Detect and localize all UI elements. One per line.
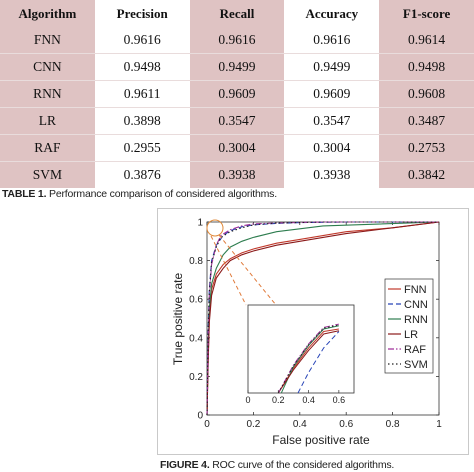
y-axis-label: True positive rate — [171, 273, 185, 366]
cell-f1-score: 0.9498 — [379, 53, 474, 81]
inset-series-line-raf — [277, 323, 340, 394]
y-tick-label: 0.2 — [189, 372, 203, 383]
legend-label-lr: LR — [404, 329, 418, 341]
header-precision: Precision — [94, 0, 190, 27]
table-caption: TABLE 1. Performance comparison of consi… — [2, 188, 277, 200]
y-tick-label: 0.8 — [189, 256, 203, 267]
cell-recall: 0.9609 — [189, 80, 285, 108]
series-line-rnn — [206, 221, 440, 416]
table-header-row: Algorithm Precision Recall Accuracy F1-s… — [0, 0, 474, 27]
zoom-connector — [218, 234, 277, 306]
cell-f1-score: 0.2753 — [379, 134, 474, 162]
table-row: RNN 0.9611 0.9609 0.9609 0.9608 — [0, 80, 474, 108]
figure-caption-text: ROC curve of the considered algorithms. — [212, 459, 395, 471]
table-caption-label: TABLE 1. — [2, 188, 47, 200]
x-tick-label: 0.6 — [339, 419, 353, 430]
table-row: FNN 0.9616 0.9616 0.9616 0.9614 — [0, 27, 474, 54]
x-tick-label: 1 — [436, 419, 442, 430]
x-tick-label: 0.8 — [386, 419, 400, 430]
zoom-inset: 0 0.2 0.4 0.6 — [245, 304, 355, 405]
legend-box — [384, 278, 434, 374]
legend-label-raf: RAF — [404, 344, 426, 356]
legend-label-cnn: CNN — [404, 299, 428, 311]
figure-frame: 0 0.2 0.4 0.6 0.8 1 0 0.2 0.4 0.6 0.8 1 0 0.2 0.4 0.6 … — [157, 208, 469, 455]
inset-series-line-svm — [277, 324, 340, 394]
performance-table: Algorithm Precision Recall Accuracy F1-s… — [0, 0, 474, 188]
cell-accuracy: 0.9616 — [284, 27, 380, 54]
y-tick-label: 0 — [197, 411, 203, 422]
header-accuracy: Accuracy — [284, 0, 380, 27]
table-caption-text: Performance comparison of considered alg… — [49, 188, 277, 200]
x-tick-label: 0 — [204, 419, 210, 430]
roc-chart: 0 0.2 0.4 0.6 0.8 100.20.40.60.81 0 0.2 0.4 0.6 … — [171, 218, 442, 448]
header-algorithm: Algorithm — [0, 0, 95, 27]
table-row: LR 0.3898 0.3547 0.3547 0.3487 — [0, 107, 474, 135]
cell-recall: 0.9499 — [189, 53, 285, 81]
header-f1-score: F1-score — [379, 0, 474, 27]
legend-label-fnn: FNN — [404, 284, 427, 296]
inset-x-tick-label: 0.6 — [333, 395, 346, 405]
series-line-svm — [206, 221, 439, 416]
figure-caption: FIGURE 4. ROC curve of the considered al… — [160, 459, 394, 471]
cell-algorithm: LR — [0, 107, 95, 135]
cell-precision: 0.3898 — [94, 107, 190, 135]
y-tick-label: 0.4 — [189, 333, 203, 344]
cell-accuracy: 0.3004 — [284, 134, 380, 162]
zoom-circle — [206, 219, 224, 237]
cell-accuracy: 0.3547 — [284, 107, 380, 135]
cell-accuracy: 0.9499 — [284, 53, 380, 81]
cell-algorithm: CNN — [0, 53, 95, 81]
inset-series-line-cnn — [297, 331, 340, 394]
cell-recall: 0.3004 — [189, 134, 285, 162]
cell-precision: 0.9498 — [94, 53, 190, 81]
cell-accuracy: 0.9609 — [284, 80, 380, 108]
cell-f1-score: 0.9614 — [379, 27, 474, 54]
inset-x-tick-label: 0.2 — [272, 395, 285, 405]
cell-f1-score: 0.3487 — [379, 107, 474, 135]
x-tick-label: 0.4 — [293, 419, 307, 430]
legend-label-rnn: RNN — [404, 314, 428, 326]
cell-algorithm: FNN — [0, 27, 95, 54]
table-row: RAF 0.2955 0.3004 0.3004 0.2753 — [0, 134, 474, 162]
x-axis-label: False positive rate — [272, 433, 370, 447]
legend-label-svm: SVM — [404, 359, 428, 371]
cell-recall: 0.3938 — [189, 161, 285, 188]
inset-x-tick-label: 0.4 — [302, 395, 315, 405]
series-line-lr — [206, 221, 440, 416]
header-recall: Recall — [189, 0, 285, 27]
inset-frame — [247, 304, 355, 394]
cell-recall: 0.3547 — [189, 107, 285, 135]
y-tick-label: 1 — [197, 218, 203, 229]
cell-algorithm: RNN — [0, 80, 95, 108]
cell-f1-score: 0.3842 — [379, 161, 474, 188]
x-tick-label: 0.2 — [246, 419, 260, 430]
cell-accuracy: 0.3938 — [284, 161, 380, 188]
table-row: CNN 0.9498 0.9499 0.9499 0.9498 — [0, 53, 474, 81]
cell-precision: 0.9616 — [94, 27, 190, 54]
zoom-connector — [210, 235, 247, 306]
y-tick-label: 0.6 — [189, 295, 203, 306]
cell-recall: 0.9616 — [189, 27, 285, 54]
inset-series-line-lr — [277, 330, 340, 394]
inset-x-tick-label: 0 — [245, 395, 250, 405]
cell-precision: 0.9611 — [94, 80, 190, 108]
cell-precision: 0.2955 — [94, 134, 190, 162]
chart-legend: FNN CNN RNN LR RAF SVM — [384, 278, 434, 374]
cell-f1-score: 0.9608 — [379, 80, 474, 108]
cell-algorithm: RAF — [0, 134, 95, 162]
cell-precision: 0.3876 — [94, 161, 190, 188]
figure-caption-label: FIGURE 4. — [160, 459, 210, 471]
cell-algorithm: SVM — [0, 161, 95, 188]
table-row: SVM 0.3876 0.3938 0.3938 0.3842 — [0, 161, 474, 188]
